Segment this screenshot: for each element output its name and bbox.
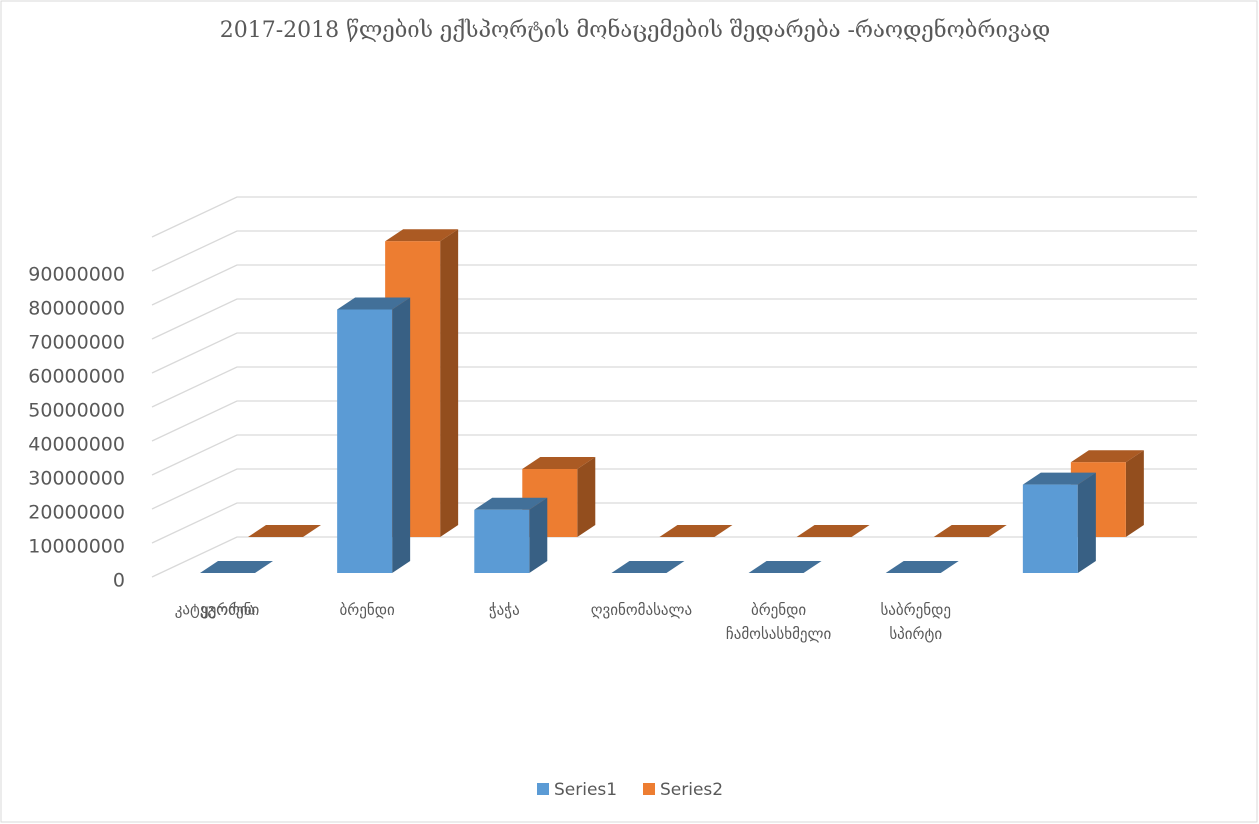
y-tick-label: 50000000 bbox=[28, 400, 125, 422]
bar bbox=[1022, 484, 1078, 573]
y-tick-label: 60000000 bbox=[28, 366, 125, 388]
x-tick-label-line: ბრენდი bbox=[751, 601, 806, 619]
grid-line bbox=[151, 332, 1197, 374]
bar-top bbox=[385, 229, 459, 242]
bar-top bbox=[748, 561, 822, 573]
bar-top bbox=[200, 561, 273, 573]
x-tick-label-line: ბრენდი bbox=[340, 601, 395, 619]
bar-side bbox=[1125, 450, 1144, 537]
x-tick-label: საბრენდე სპირტი bbox=[880, 601, 951, 643]
bar-top bbox=[1022, 472, 1096, 485]
grid-line bbox=[151, 230, 1197, 272]
x-tick-label: ჭაჭა bbox=[489, 601, 520, 619]
y-tick-label: 0 bbox=[113, 570, 125, 592]
x-tick-label-line: ღვინომასალა bbox=[591, 601, 692, 619]
bar-top bbox=[1070, 450, 1144, 463]
bar-top bbox=[611, 561, 685, 573]
grid-line bbox=[151, 468, 1197, 510]
bar-side bbox=[577, 457, 596, 537]
x-tick-label-line: ჩამოსასხმელი bbox=[726, 625, 832, 643]
bar bbox=[474, 509, 530, 573]
bar-top bbox=[659, 525, 733, 537]
grid-line bbox=[151, 264, 1197, 306]
bar-side bbox=[529, 497, 548, 573]
x-tick-label: ყურძენი bbox=[201, 601, 260, 619]
bar-side bbox=[392, 297, 411, 573]
bar-side bbox=[440, 229, 459, 537]
bar bbox=[337, 309, 393, 573]
y-tick-label: 40000000 bbox=[28, 434, 125, 456]
bar-top bbox=[933, 525, 1007, 537]
grid-line bbox=[151, 434, 1197, 476]
y-tick-label: 10000000 bbox=[28, 536, 125, 558]
bar-top bbox=[522, 457, 596, 469]
y-tick-label: 20000000 bbox=[28, 502, 125, 524]
x-tick-label-line: სპირტი bbox=[889, 625, 942, 643]
legend-swatch bbox=[537, 783, 549, 795]
bar-top bbox=[474, 497, 548, 510]
x-tick-label: ღვინომასალა bbox=[591, 601, 692, 619]
bar-top bbox=[796, 525, 870, 537]
bar-top bbox=[885, 561, 959, 573]
legend-label: Series1 bbox=[554, 780, 617, 800]
x-tick-label-line: საბრენდე bbox=[880, 601, 951, 619]
x-tick-label-line: ჭაჭა bbox=[489, 601, 520, 619]
bar-side bbox=[1077, 472, 1096, 573]
y-tick-label: 70000000 bbox=[28, 332, 125, 354]
x-tick-label-line: ყურძენი bbox=[201, 601, 260, 619]
grid-line bbox=[151, 502, 1197, 544]
y-tick-label: 90000000 bbox=[28, 264, 125, 286]
x-tick-label: ბრენდი bbox=[340, 601, 395, 619]
legend-label: Series2 bbox=[660, 780, 723, 800]
grid-line bbox=[151, 196, 1197, 238]
grid-line bbox=[151, 400, 1197, 442]
bar-top bbox=[337, 297, 411, 310]
legend-swatch bbox=[643, 783, 655, 795]
x-tick-label: ბრენდი ჩამოსასხმელი bbox=[726, 601, 832, 643]
grid-line bbox=[151, 536, 1197, 578]
grid-line bbox=[151, 298, 1197, 340]
chart-title: 2017-2018 წლების ექსპორტის მონაცემების შ… bbox=[220, 17, 1051, 43]
y-tick-label: 80000000 bbox=[28, 298, 125, 320]
grid-line bbox=[151, 366, 1197, 408]
y-tick-label: 30000000 bbox=[28, 468, 125, 490]
x-axis-label: კატეგორია bbox=[175, 601, 256, 619]
bar-top bbox=[248, 525, 321, 537]
